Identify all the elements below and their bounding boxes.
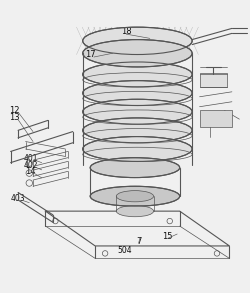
Text: 14: 14 [25,167,36,176]
Ellipse shape [83,81,192,105]
Text: 7: 7 [136,237,141,246]
Ellipse shape [90,186,180,206]
Ellipse shape [83,62,192,87]
Text: 504: 504 [118,246,132,255]
Ellipse shape [83,40,192,67]
Ellipse shape [116,191,154,202]
Text: 12: 12 [9,106,20,115]
Ellipse shape [83,137,192,161]
Ellipse shape [83,99,192,124]
Ellipse shape [83,27,192,54]
Text: 403: 403 [11,194,26,203]
Text: 18: 18 [121,27,132,36]
Text: 401: 401 [23,154,38,163]
Ellipse shape [116,206,154,217]
Text: 402: 402 [23,161,38,170]
Ellipse shape [90,158,180,178]
Text: 17: 17 [85,50,96,59]
FancyBboxPatch shape [200,110,232,127]
Ellipse shape [83,118,192,143]
FancyBboxPatch shape [200,73,227,87]
Text: 15: 15 [162,232,172,241]
Text: 13: 13 [9,113,20,122]
